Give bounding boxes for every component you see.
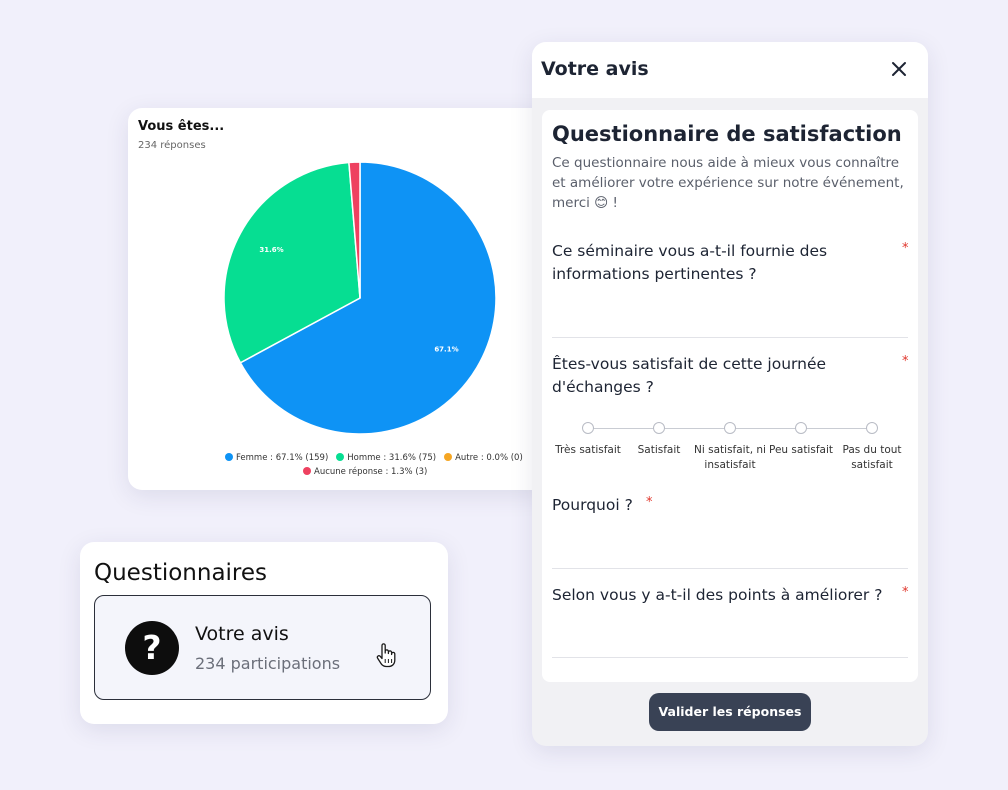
rating-option-2-radio[interactable] [653,422,665,434]
chart-legend-second-row: Aucune réponse : 1.3% (3) [303,467,435,477]
legend-item: Homme : 31.6% (75) [336,453,436,463]
divider [552,337,908,338]
divider [552,568,908,569]
pie-chart: 67.1% 31.6% [223,161,497,435]
legend-item: Aucune réponse : 1.3% (3) [303,467,427,477]
form-body[interactable]: Questionnaire de satisfaction Ce questio… [542,110,918,682]
pie-data-label: 31.6% [259,246,283,254]
questionnaires-card: Questionnaires ? Votre avis 234 particip… [80,542,448,724]
question-4-label: Selon vous y a-t-il des points à amélior… [552,586,883,604]
survey-panel: Votre avis Questionnaire de satisfaction… [532,42,928,746]
pie-slice-femme [239,161,497,435]
rating-option-5-label: Pas du tout satisfait [842,444,902,471]
chart-title: Vous êtes... [138,119,225,134]
question-1-label: Ce séminaire vous a-t-il fournie des inf… [552,242,828,283]
form-description: Ce questionnaire nous aide à mieux vous … [552,155,904,211]
panel-title: Votre avis [541,58,649,80]
chart-legend: Femme : 67.1% (159) Homme : 31.6% (75) Aut… [225,453,531,463]
rating-option-4-radio[interactable] [795,422,807,434]
required-mark: * [646,495,653,510]
questionnaires-title: Questionnaires [94,560,268,586]
panel-header: Votre avis [532,42,928,98]
rating-option-2-label: Satisfait [637,444,681,456]
required-mark: * [902,354,909,369]
pie-data-label: 67.1% [434,346,458,354]
divider [552,657,908,658]
rating-option-4-label: Peu satisfait [769,444,833,456]
legend-label: Homme : 31.6% (75) [347,453,437,463]
rating-option-1-radio[interactable] [582,422,594,434]
legend-swatch [225,453,233,461]
legend-label: Femme : 67.1% (159) [236,453,329,463]
legend-item: Autre : 0.0% (0) [444,453,523,463]
required-mark: * [902,241,909,256]
question-2-label: Êtes-vous satisfait de cette journée d'é… [552,355,827,396]
pie-slice-aucune-r-ponse [348,161,361,299]
question-icon: ? [125,621,179,675]
rating-option-5-radio[interactable] [866,422,878,434]
rating-option-3-label: Ni satisfait, ni insatisfait [694,444,766,471]
legend-item: Femme : 67.1% (159) [225,453,328,463]
required-mark: * [902,585,909,600]
questionnaire-name: Votre avis [195,623,289,645]
hand-pointer-icon [376,643,396,668]
legend-swatch [444,453,453,461]
submit-button[interactable]: Valider les réponses [649,693,811,731]
legend-swatch [336,453,345,461]
chart-response-count: 234 réponses [138,140,206,151]
questionnaire-participation-count: 234 participations [195,654,341,673]
chart-card: Vous êtes... 234 réponses 67.1% 31.6% Fem… [128,108,548,490]
question-3-label: Pourquoi ? [552,496,633,514]
close-icon[interactable] [888,58,910,80]
legend-label: Aucune réponse : 1.3% (3) [314,467,428,477]
form-title: Questionnaire de satisfaction [552,122,902,146]
legend-label: Autre : 0.0% (0) [455,453,523,463]
questionnaire-item-votre-avis[interactable]: ? Votre avis 234 participations [94,595,431,700]
pie-slice-homme [223,161,361,364]
rating-option-3-radio[interactable] [724,422,736,434]
rating-option-1-label: Très satisfait [555,444,621,456]
legend-swatch [303,467,311,475]
